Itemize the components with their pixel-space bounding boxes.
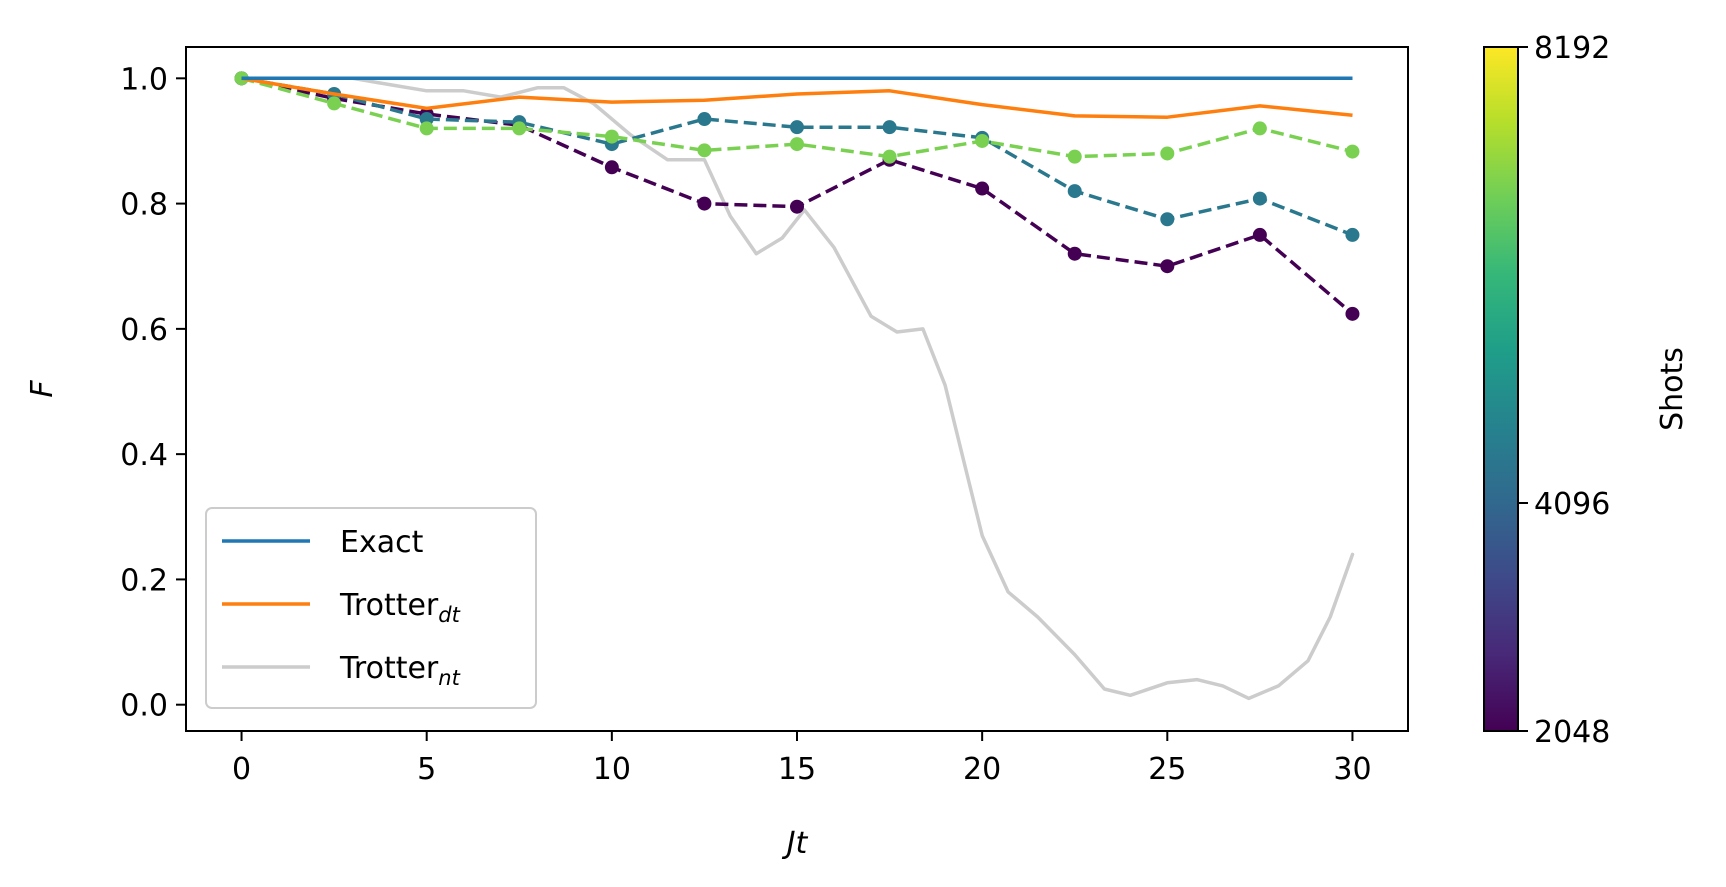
x-tick-label: 5 [417,752,436,787]
series-point-8192 [327,96,342,111]
series-point-2048 [1067,246,1082,261]
x-tick-label: 30 [1333,752,1371,787]
series-point-4096 [1067,184,1082,199]
colorbar-tick-label: 4096 [1534,487,1610,522]
series-point-8192 [697,143,712,158]
legend-frame [205,507,537,709]
series-point-8192 [975,133,990,148]
series-point-2048 [604,160,619,175]
y-axis: 0.0 0.2 0.4 0.6 0.8 1.0 [120,62,186,724]
legend-entry: Exact [340,525,424,560]
series-point-2048 [1160,259,1175,274]
series-point-8192 [1160,146,1175,161]
y-tick-label: 0.8 [120,188,168,223]
legend-entry: Trotternt [339,651,461,690]
legend-entry-subscript: dt [438,603,460,627]
colorbar-tick-label: 8192 [1534,31,1610,66]
x-tick-label: 25 [1148,752,1186,787]
colorbar: 2048 4096 8192 Shots [1483,31,1690,750]
series-point-8192 [1067,149,1082,164]
series-point-8192 [790,137,804,152]
x-axis-label: Jt [782,826,809,861]
series-point-2048 [697,196,712,211]
y-tick-label: 0.2 [120,563,168,598]
series-point-4096 [882,120,897,135]
series-point-8192 [882,149,897,164]
series-point-2048 [1345,306,1360,321]
colorbar-ticks: 2048 4096 8192 [1518,31,1610,750]
colorbar-tick-label: 2048 [1534,715,1610,750]
y-tick-label: 1.0 [120,62,168,97]
x-tick-label: 0 [232,752,251,787]
plot-area [234,71,1360,701]
series-point-8192 [512,121,527,136]
y-tick-label: 0.4 [120,438,168,473]
x-tick-label: 10 [593,752,631,787]
y-tick-label: 0.0 [120,689,168,724]
series-point-4096 [1160,212,1175,227]
series-point-8192 [1345,144,1360,159]
x-axis: 0 5 10 15 20 25 30 [232,731,1372,787]
series-point-2048 [975,181,990,196]
x-tick-label: 20 [963,752,1001,787]
series-point-4096 [1345,227,1360,242]
x-tick-label: 15 [778,752,816,787]
series-point-2048 [790,199,804,214]
series-point-4096 [1252,191,1267,206]
legend-entry-label: Trotter [339,651,439,686]
series-point-8192 [419,121,434,136]
legend-entry-label: Trotter [339,588,439,623]
legend-entry-subscript: nt [438,666,460,690]
series-point-4096 [697,112,712,127]
series-point-2048 [1252,227,1267,242]
y-axis-label: F [25,380,60,398]
trotter-dt-line [241,76,1353,119]
series-point-8192 [1252,121,1267,136]
colorbar-label: Shots [1655,347,1690,431]
y-tick-label: 0.6 [120,313,168,348]
series-point-4096 [790,120,804,135]
series-point-8192 [604,129,619,144]
trotter-nt-line [239,76,1355,701]
legend-entry: Trotterdt [339,588,461,627]
legend-entry-label: Exact [340,525,424,560]
colorbar-gradient [1483,46,1519,732]
